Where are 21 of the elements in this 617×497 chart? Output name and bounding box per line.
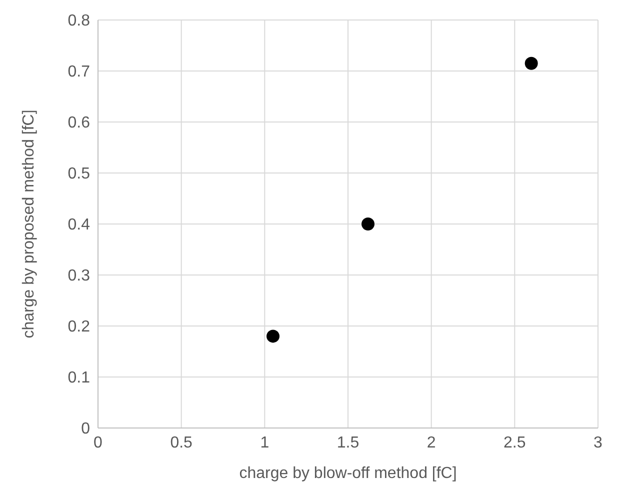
x-tick-label: 2 xyxy=(426,434,436,452)
y-tick-label: 0.7 xyxy=(68,64,90,81)
point xyxy=(362,218,374,230)
y-tick-label: 0.1 xyxy=(68,370,90,387)
x-tick-label: 1 xyxy=(260,434,270,452)
x-tick-label: 3 xyxy=(594,434,603,452)
y-tick-label: 0.3 xyxy=(68,268,90,285)
y-tick-label: 0.6 xyxy=(68,114,90,132)
y-tick-label: 0.8 xyxy=(68,12,90,30)
y-tick-label: 0 xyxy=(81,420,90,438)
y-tick-label: 0.5 xyxy=(68,166,90,183)
x-axis-title: charge by blow-off method [fC] xyxy=(239,465,457,482)
x-tick-label: 0 xyxy=(94,434,103,452)
point xyxy=(266,330,280,343)
point xyxy=(524,56,538,70)
x-tick-label: 2.5 xyxy=(504,434,526,452)
y-tick-label: 0.2 xyxy=(68,318,90,336)
y-axis-title: charge by proposed method [fC] xyxy=(20,110,38,338)
x-tick-label: 0.5 xyxy=(170,434,193,452)
x-tick-label: 1.5 xyxy=(336,434,360,452)
y-tick-label: 0.4 xyxy=(68,216,90,234)
